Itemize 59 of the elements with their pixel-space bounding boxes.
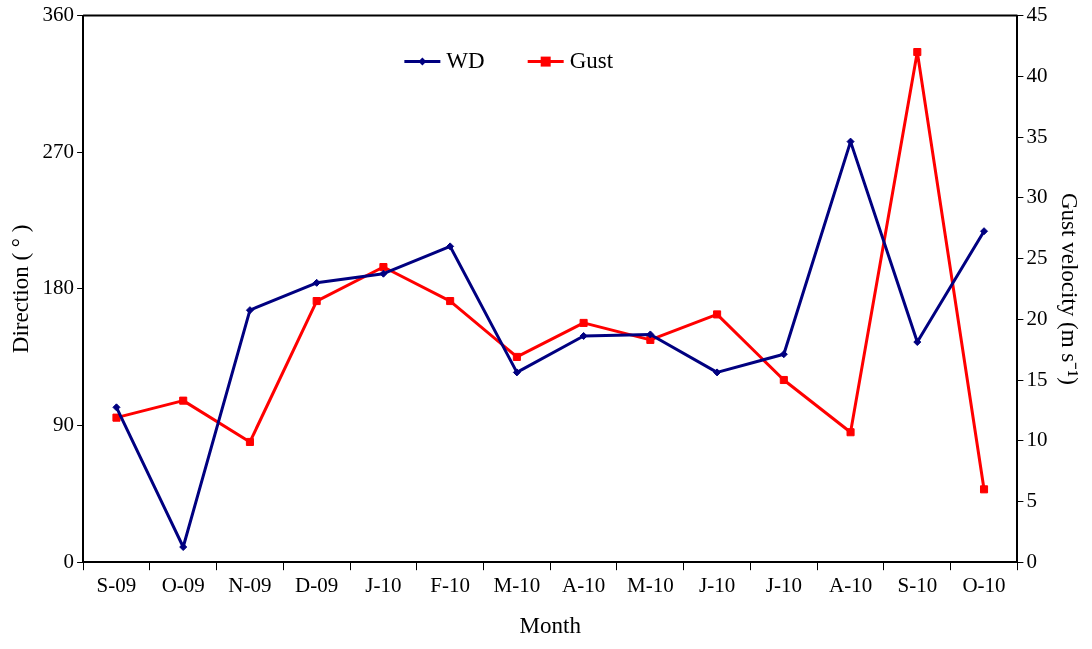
point <box>846 428 855 437</box>
x-tick-label: A-10 <box>562 573 606 598</box>
x-tick-label: A-10 <box>828 573 873 598</box>
point <box>112 413 121 422</box>
y2-tick-label: 25 <box>1026 245 1048 270</box>
y2-tick-label: 30 <box>1026 184 1048 209</box>
x-tick-label: J-10 <box>765 573 802 598</box>
y-tick-label: 90 <box>53 412 75 437</box>
y2-tick-label: 0 <box>1026 548 1037 573</box>
x-tick-label: D-09 <box>295 573 339 598</box>
x-tick-label: J-10 <box>365 573 402 598</box>
point <box>913 48 922 57</box>
point <box>713 310 722 319</box>
point <box>379 263 388 272</box>
y2-tick-label: 40 <box>1026 62 1048 87</box>
point <box>179 396 188 405</box>
x-tick-label: S-09 <box>96 573 137 598</box>
x-tick-label: J-10 <box>699 573 736 598</box>
y2-tick-label: 35 <box>1026 123 1048 148</box>
point <box>713 368 722 377</box>
point <box>512 352 521 361</box>
y2-tick-label: 10 <box>1026 427 1048 452</box>
x-axis-title: Month <box>519 613 582 639</box>
x-tick-label: O-10 <box>962 573 1006 598</box>
point <box>913 338 922 347</box>
point <box>446 297 455 306</box>
x-tick-label: S-10 <box>897 573 938 598</box>
y2-tick-label: 20 <box>1026 305 1048 330</box>
point <box>446 242 455 251</box>
point <box>579 331 588 340</box>
y2-tick-label: 45 <box>1026 2 1048 27</box>
point <box>312 278 321 287</box>
point <box>512 368 521 377</box>
legend-label: WD <box>446 47 485 73</box>
x-tick-label: O-09 <box>161 573 205 598</box>
x-tick-label: M-10 <box>627 573 674 598</box>
point <box>980 227 989 236</box>
y-tick-label: 0 <box>63 548 75 573</box>
legend-label: Gust <box>569 47 614 73</box>
x-tick-label: M-10 <box>493 573 541 598</box>
y-tick-label: 180 <box>42 275 75 300</box>
y2-axis-title: Gust velocity (m s⁻¹) <box>1057 192 1083 385</box>
point <box>112 403 121 412</box>
y2-tick-label: 5 <box>1026 487 1037 512</box>
point <box>379 269 388 278</box>
point <box>779 350 788 359</box>
x-tick-label: F-10 <box>430 573 470 598</box>
point <box>779 375 788 385</box>
point <box>312 297 321 306</box>
point <box>245 306 254 315</box>
y2-tick-label: 15 <box>1026 366 1048 391</box>
point <box>980 485 989 494</box>
point <box>646 330 655 339</box>
y-axis-title: Direction ( ° ) <box>7 224 33 354</box>
point <box>579 318 588 327</box>
x-tick-label: N-09 <box>228 573 272 598</box>
y-tick-label: 360 <box>42 2 75 27</box>
point <box>245 437 254 446</box>
y-tick-label: 270 <box>42 138 75 163</box>
